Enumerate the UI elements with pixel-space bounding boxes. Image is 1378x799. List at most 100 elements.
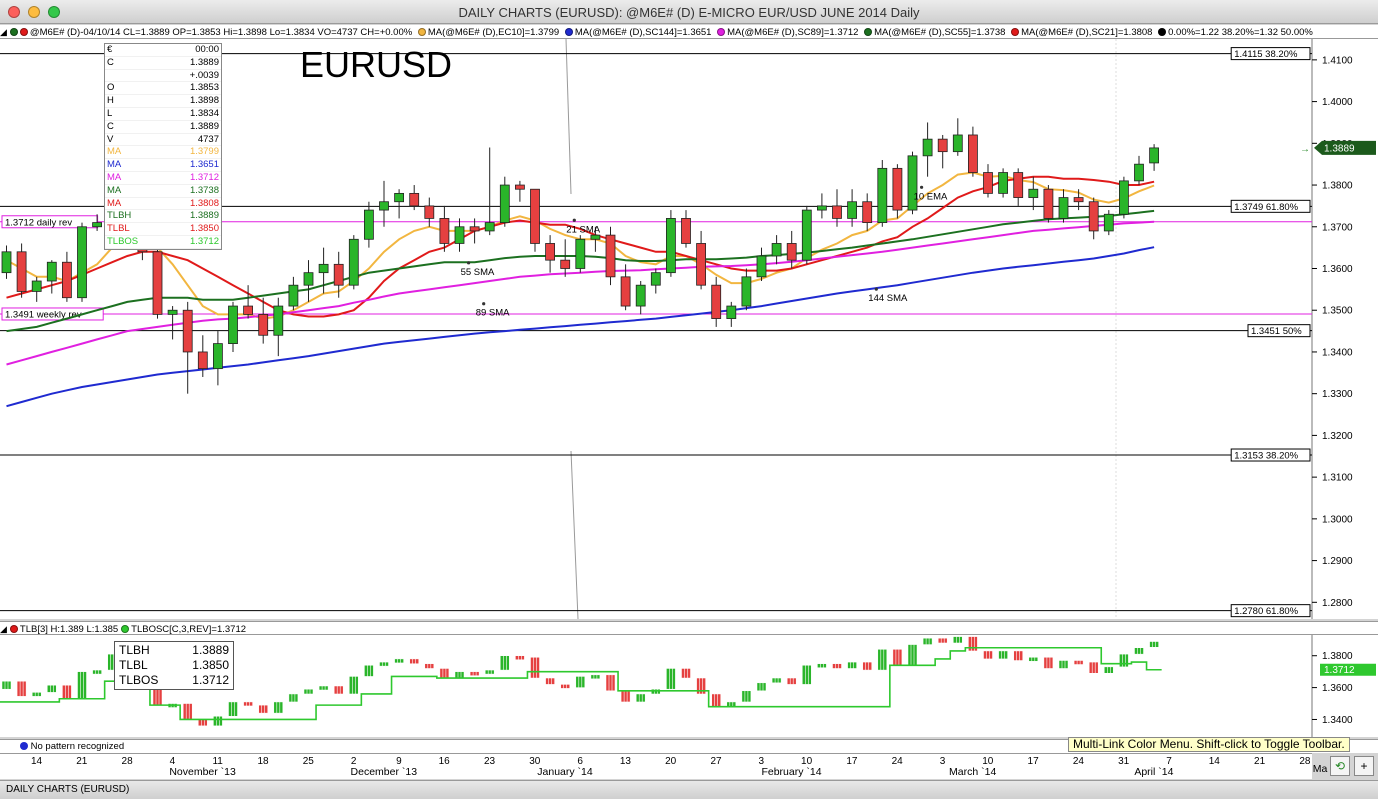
tlb-block-body	[907, 644, 918, 666]
candle-body	[1013, 172, 1024, 198]
candle	[1043, 185, 1054, 223]
tlb-block-body	[1, 680, 12, 690]
candle	[907, 151, 918, 215]
ma55-color-icon[interactable]	[864, 28, 873, 36]
legend-ma21[interactable]: MA(@M6E# (D),SC21]=1.3808	[1021, 27, 1153, 38]
candle	[756, 247, 767, 282]
tlb-block	[771, 677, 782, 684]
legend-ma55[interactable]: MA(@M6E# (D),SC55]=1.3738	[874, 27, 1006, 38]
candle-body	[273, 305, 284, 336]
legend-ma89[interactable]: MA(@M6E# (D),SC89]=1.3712	[727, 27, 859, 38]
pattern-color-icon[interactable]	[20, 742, 28, 750]
data-window-key: TLBL	[107, 223, 130, 235]
y-tick-label: 1.3300	[1322, 389, 1353, 400]
tlb-block-body	[786, 677, 797, 685]
y-tick-label: 1.4100	[1322, 55, 1353, 66]
tlb-block-body	[922, 637, 933, 645]
data-window-row: €00:00	[105, 44, 221, 57]
date-tick-label: 21	[76, 756, 88, 767]
candle-body	[696, 243, 706, 286]
refresh-button[interactable]: ⟲	[1330, 756, 1350, 776]
data-window-row: MA 1.3738	[105, 185, 221, 198]
annotation-dot	[467, 261, 471, 265]
candle-body	[560, 259, 571, 269]
candle-body	[1134, 163, 1144, 182]
symbol-color-icon[interactable]	[9, 28, 18, 36]
candle	[1, 245, 12, 279]
tlb-block	[1, 680, 12, 690]
tlb-block	[333, 685, 344, 695]
zoom-window-button[interactable]	[48, 6, 60, 18]
candle-body	[771, 243, 782, 257]
tlb-block	[439, 668, 450, 679]
tlb-block-body	[953, 636, 963, 644]
candle	[847, 189, 857, 227]
ma89-color-icon[interactable]	[717, 28, 726, 36]
data-window-row: TLBOS 1.3712	[105, 236, 221, 249]
tlb-block-body	[16, 680, 27, 697]
legend-ma144[interactable]: MA(@M6E# (D),SC144]=1.3651	[574, 27, 712, 38]
level-label-box	[1230, 47, 1311, 61]
tlb-block	[1134, 647, 1144, 655]
candle-body	[968, 134, 978, 173]
symbol-color-icon-2[interactable]	[19, 28, 28, 36]
window-titlebar[interactable]: DAILY CHARTS (EURUSD): @M6E# (D) E-MICRO…	[0, 0, 1378, 24]
data-window-key: MA	[107, 171, 122, 183]
date-tick-label: 17	[1027, 756, 1039, 767]
date-axis[interactable]: 14 21 28 4 11 18 25 2 9 16 23 30 6 13 20 27 3 10 17 24 3 10 17…	[0, 753, 1327, 779]
data-window-value: 1.3712	[189, 171, 219, 183]
data-window-key: C	[107, 120, 114, 132]
ma144-color-icon[interactable]	[564, 28, 573, 36]
tlb-block-body	[409, 658, 419, 664]
data-window-row: L 1.3834	[105, 108, 221, 121]
tlb-block-body	[862, 661, 872, 671]
tlb-color-icon[interactable]	[9, 625, 18, 633]
candle-body	[666, 218, 676, 274]
last-price-arrow-icon: →	[1300, 144, 1310, 155]
candle-body	[258, 313, 269, 336]
date-tick-label: 9	[396, 756, 402, 767]
indicator-pane-menu-icon[interactable]: ◢	[0, 624, 7, 634]
ma10-color-icon[interactable]	[417, 28, 426, 36]
candle	[379, 180, 389, 227]
tlbosc-color-icon[interactable]	[121, 625, 130, 633]
indicator-legend-text[interactable]: TLB[3] H:1.389 L:1.385	[19, 624, 119, 635]
y-tick-label: 1.3200	[1322, 431, 1353, 442]
close-window-button[interactable]	[8, 6, 20, 18]
y-tick-label: 1.2800	[1322, 598, 1353, 609]
legend-symbol[interactable]: @M6E# (D)-04/10/14 CL=1.3889 OP=1.3853 H…	[29, 27, 413, 38]
price-chart[interactable]: 1.41001.40001.39001.38001.37001.36001.35…	[0, 39, 1378, 619]
candle-body	[152, 251, 163, 315]
tlb-block	[620, 690, 631, 703]
add-pane-button[interactable]: +	[1354, 756, 1374, 776]
legend-fib[interactable]: 0.00%=1.22 38.20%=1.32 50.00%	[1168, 27, 1313, 38]
data-window-row: C 1.3889	[105, 121, 221, 134]
tlb-block-body	[62, 684, 72, 699]
data-window-key: MA	[107, 184, 122, 196]
tlb-block	[409, 658, 419, 664]
tlb-block-body	[545, 677, 555, 685]
ma21-color-icon[interactable]	[1011, 28, 1020, 36]
tlb-block-body	[998, 650, 1008, 660]
tlb-block	[605, 674, 616, 692]
tlb-block	[318, 685, 329, 691]
data-window-key: €	[107, 44, 113, 55]
tlb-block-body	[288, 693, 299, 703]
candle-body	[983, 172, 993, 194]
date-tick-label: 16	[438, 756, 450, 767]
candle	[258, 297, 269, 344]
legend-ma10[interactable]: MA(@M6E# (D),EC10]=1.3799	[427, 27, 560, 38]
fib-color-icon[interactable]	[1158, 28, 1167, 36]
data-window-row: TLBH 1.3889	[105, 210, 221, 224]
indicator-legend-text-2[interactable]: TLBOSC[C,3,REV]=1.3712	[131, 624, 247, 635]
minimize-window-button[interactable]	[28, 6, 40, 18]
candle	[46, 260, 57, 294]
tlb-block	[530, 657, 540, 679]
tlb-block-body	[530, 657, 540, 679]
tlb-block	[832, 663, 842, 669]
tlb-block	[92, 669, 102, 675]
candle	[515, 180, 525, 202]
tlb-block-body	[681, 668, 691, 679]
pane-menu-icon[interactable]: ◢	[0, 27, 7, 37]
candle	[922, 122, 933, 177]
